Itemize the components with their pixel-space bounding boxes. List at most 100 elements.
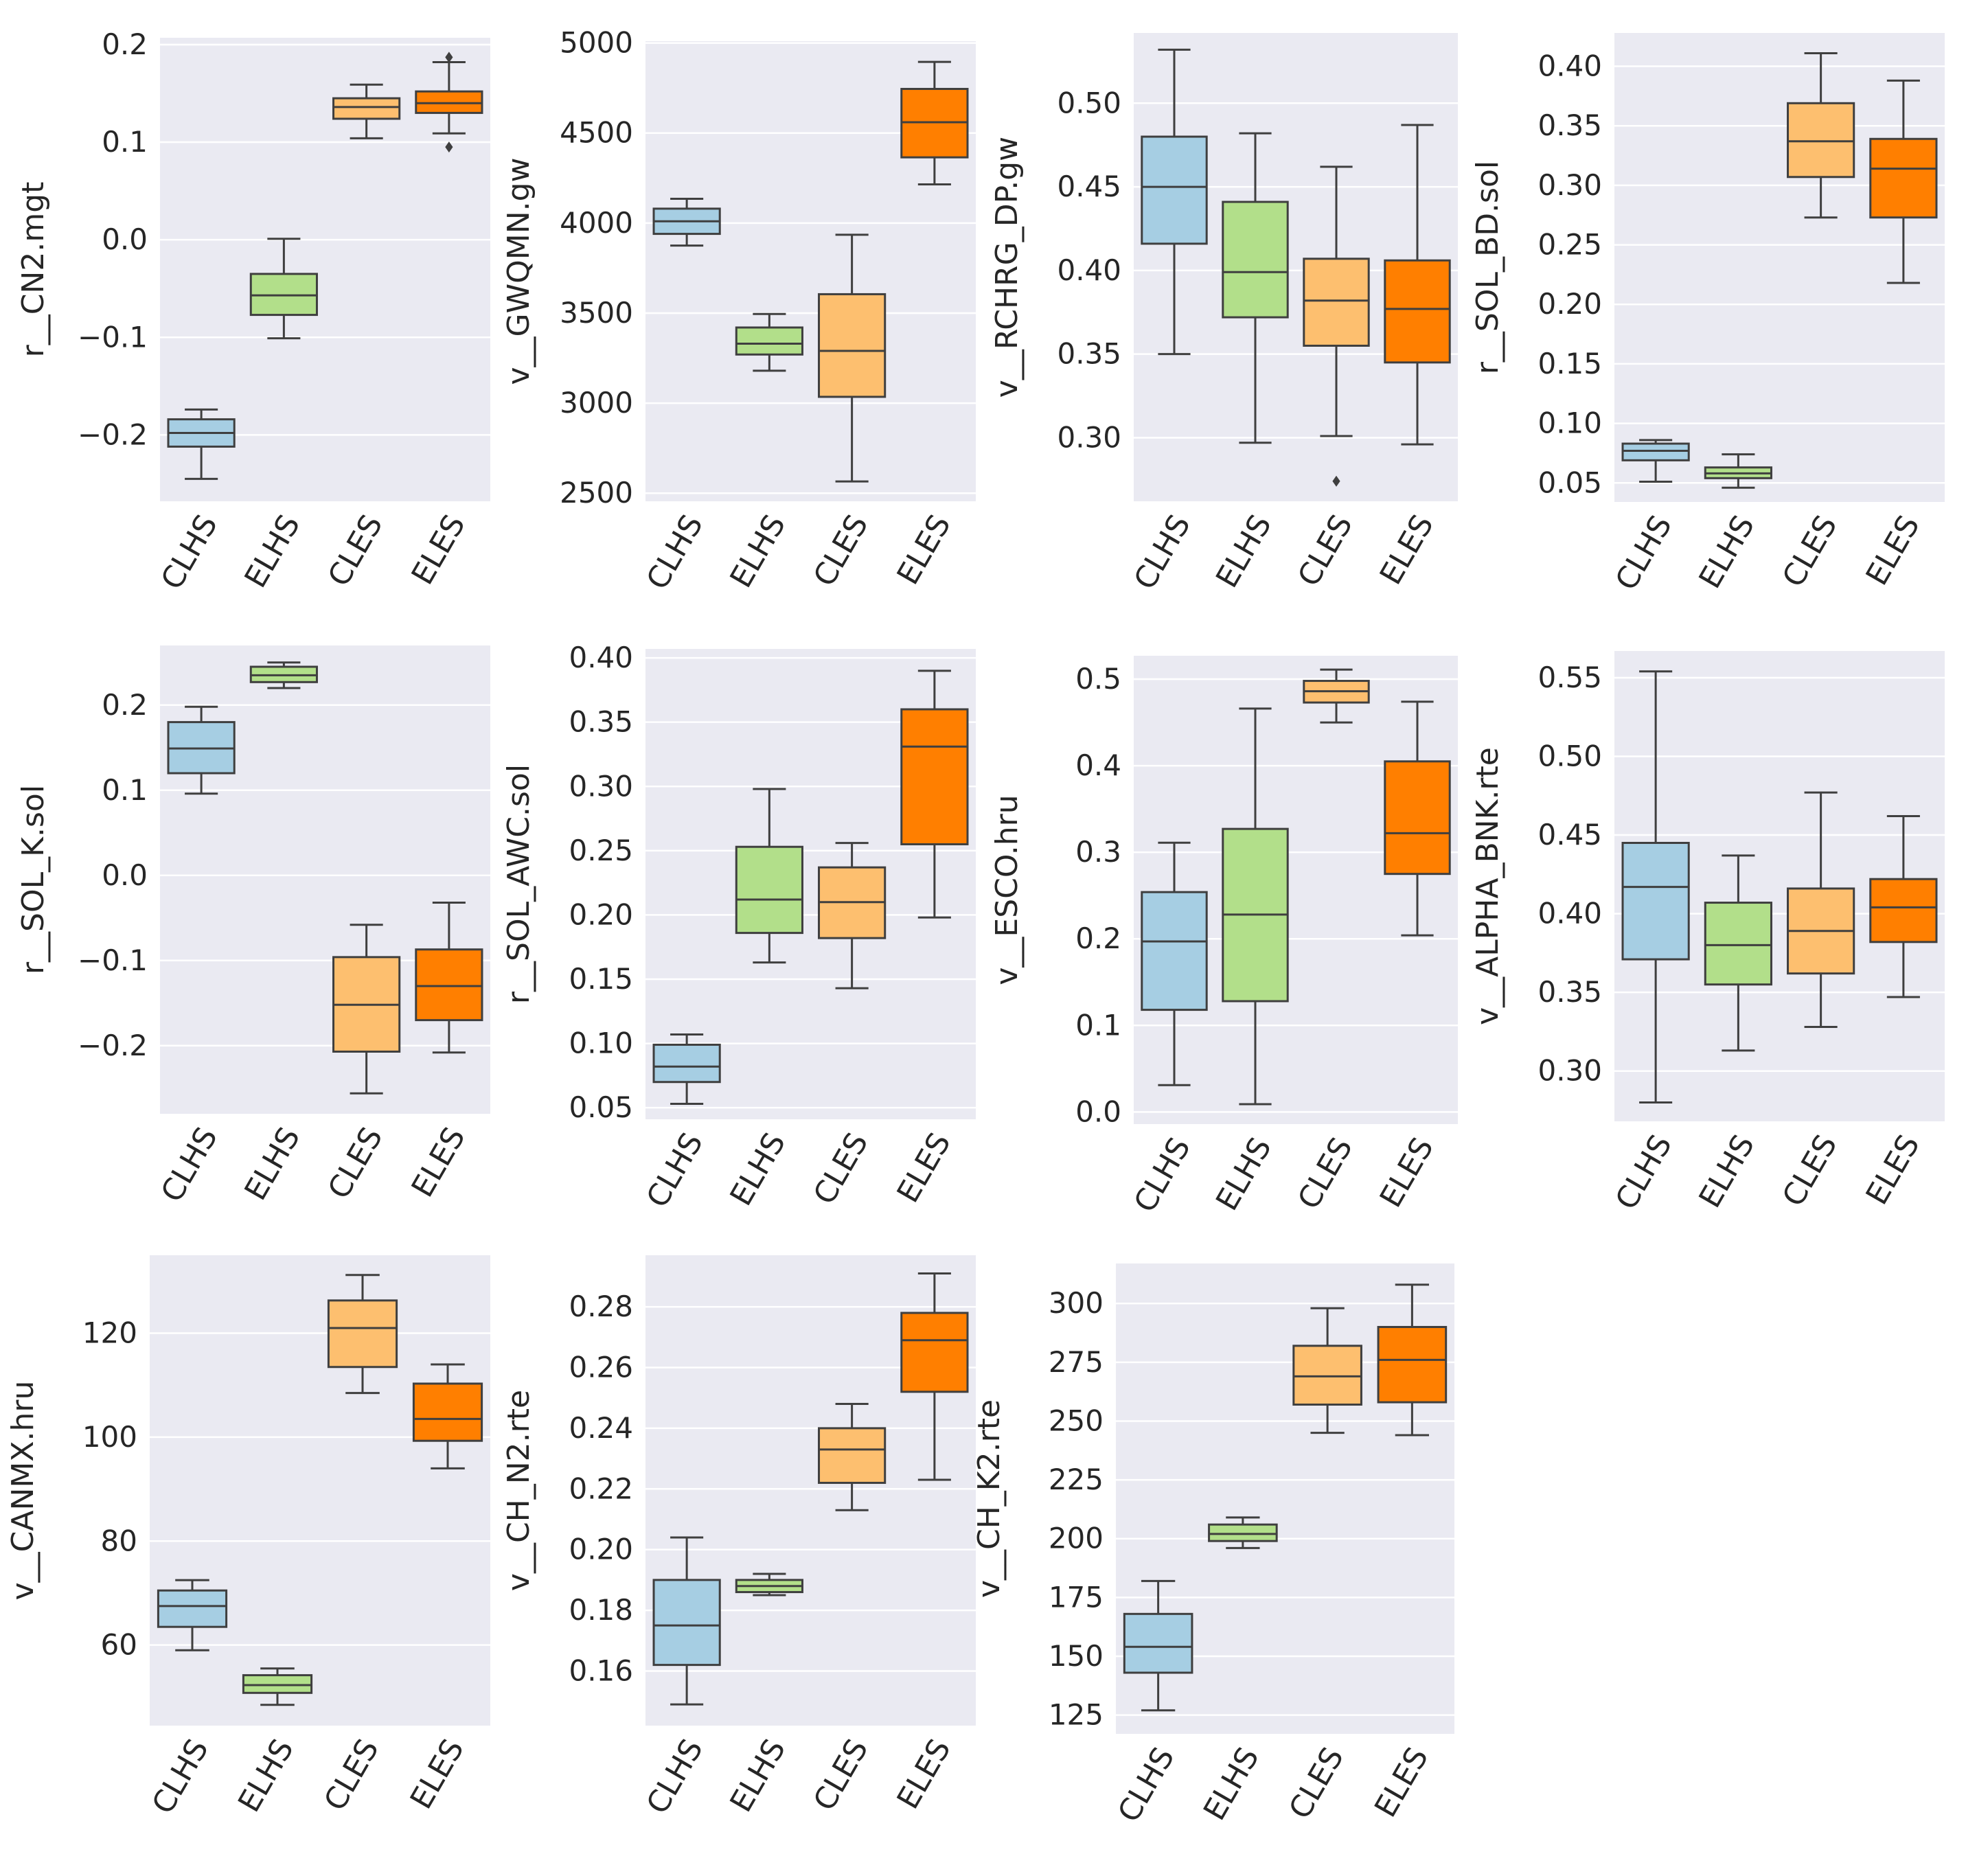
y-tick-label: 225 [1049, 1463, 1104, 1496]
box-elhs [735, 312, 803, 372]
y-tick-label: 0.40 [1538, 49, 1602, 83]
box-elhs [1222, 132, 1289, 444]
y-tick-label: 100 [82, 1420, 137, 1454]
box-clhs [1621, 670, 1690, 1104]
x-tick-label: CLHS [146, 1733, 216, 1820]
y-tick-label: −0.2 [78, 417, 148, 451]
y-tick-label: 0.0 [102, 858, 148, 892]
box-clhs [167, 408, 236, 480]
y-tick-label: 0.1 [102, 773, 148, 807]
x-tick-label: CLHS [640, 1127, 710, 1213]
x-tick-label: CLES [1282, 1741, 1351, 1825]
x-tick-label: ELHS [238, 1121, 307, 1206]
box-iqr [415, 948, 483, 1022]
y-tick-label: 0.2 [1075, 922, 1121, 955]
box-elhs [735, 1572, 803, 1597]
y-tick-label: 5000 [560, 26, 633, 60]
plot-area [1134, 656, 1458, 1124]
y-tick-label: 0.1 [1075, 1008, 1121, 1042]
y-tick-label: 0.0 [1075, 1095, 1121, 1128]
box-eles [1869, 815, 1938, 998]
y-tick-label: 0.25 [1538, 228, 1602, 262]
x-tick-label: ELHS [1692, 1129, 1761, 1214]
y-tick-label: 2500 [560, 476, 633, 510]
y-tick-label: 0.35 [569, 705, 633, 739]
box-clhs [1141, 48, 1208, 356]
y-tick-label: 0.15 [569, 962, 633, 996]
y-axis-label: r__SOL_BD.sol [1470, 161, 1505, 374]
x-tick-label: CLES [1291, 1132, 1360, 1215]
box-iqr [327, 1299, 398, 1369]
y-tick-label: 0.35 [1538, 975, 1602, 1009]
y-tick-label: 4000 [560, 206, 633, 240]
x-tick-label: ELES [1373, 509, 1441, 591]
box-elhs [242, 1667, 313, 1706]
plot-area [160, 645, 490, 1114]
x-tick-label: CLES [1776, 1129, 1844, 1213]
y-tick-label: 0.40 [1538, 897, 1602, 930]
y-axis-label: v__ESCO.hru [990, 794, 1025, 985]
y-axis-label: v__CANMX.hru [5, 1381, 41, 1601]
y-axis-label: v__CH_K2.rte [972, 1399, 1007, 1598]
panel-4: 0.05 0.10 0.15 0.20 0.25 0.30 0.35 0.40 r__SOL_B… [1470, 33, 1945, 596]
x-tick-label: ELES [404, 1733, 471, 1815]
box-cles [818, 233, 887, 483]
x-tick-label: ELHS [1209, 509, 1279, 594]
x-tick-label: ELHS [723, 1733, 792, 1818]
x-tick-label: CLHS [1128, 1132, 1198, 1218]
box-elhs [735, 788, 803, 964]
panel-10: 0.16 0.18 0.20 0.22 0.24 0.26 0.28 v__CH_N2.rte… [501, 1255, 976, 1820]
y-tick-label: 0.24 [569, 1411, 633, 1445]
panel-5: −0.2 −0.1 0.0 0.1 0.2 r__SOL_K.sol CLHS ELHS CLE… [16, 645, 490, 1208]
box-eles [1384, 124, 1451, 446]
y-tick-label: 0.35 [1057, 337, 1121, 371]
x-tick-label: ELES [891, 509, 958, 591]
y-tick-label: 0.5 [1075, 662, 1121, 696]
box-iqr [818, 1427, 887, 1484]
y-tick-label: −0.1 [78, 943, 148, 977]
box-iqr [1377, 1325, 1448, 1404]
x-tick-label: ELES [1860, 510, 1927, 591]
y-tick-label: 0.30 [569, 769, 633, 803]
x-tick-label: CLHS [155, 509, 225, 595]
box-iqr [735, 845, 803, 935]
y-axis-label: v__GWQMN.gw [501, 157, 536, 385]
x-tick-label: CLHS [155, 1121, 225, 1208]
y-tick-label: 0.4 [1075, 748, 1121, 782]
y-axis-label: v__RCHRG_DP.gw [990, 137, 1025, 398]
box-clhs [652, 1536, 721, 1706]
y-tick-label: 200 [1049, 1522, 1104, 1555]
box-clhs [1141, 841, 1208, 1086]
y-tick-label: 0.30 [1538, 1054, 1602, 1088]
x-tick-label: ELES [1368, 1741, 1435, 1823]
y-tick-label: 175 [1049, 1580, 1104, 1614]
box-elhs [249, 661, 318, 689]
y-tick-label: 0.05 [569, 1090, 633, 1124]
y-tick-label: 0.15 [1538, 347, 1602, 380]
panel-9: 60 80 100 120 v__CANMX.hru CLHS ELHS CLES ELES [5, 1255, 490, 1820]
box-iqr [157, 1589, 228, 1628]
y-tick-label: 60 [101, 1628, 137, 1662]
x-tick-label: ELHS [1209, 1132, 1279, 1217]
box-iqr [1384, 259, 1451, 364]
y-axis-label: r__CN2.mgt [16, 182, 51, 358]
box-cles [1292, 1307, 1362, 1434]
y-tick-label: 0.16 [569, 1654, 633, 1687]
panel-8: 0.30 0.35 0.40 0.45 0.50 0.55 v__ALPHA_BNK.rte… [1470, 651, 1945, 1215]
box-iqr [652, 1579, 721, 1667]
box-eles [1384, 700, 1451, 937]
box-cles [332, 924, 401, 1095]
box-clhs [157, 1579, 228, 1651]
box-elhs [1208, 1516, 1278, 1549]
box-cles [818, 842, 887, 990]
x-tick-label: CLES [807, 509, 876, 593]
box-clhs [652, 197, 721, 247]
box-cles [332, 83, 401, 139]
y-tick-label: 250 [1049, 1404, 1104, 1437]
box-iqr [1787, 102, 1855, 179]
box-iqr [1384, 760, 1451, 876]
box-iqr [1869, 878, 1938, 943]
box-iqr [1869, 137, 1938, 219]
